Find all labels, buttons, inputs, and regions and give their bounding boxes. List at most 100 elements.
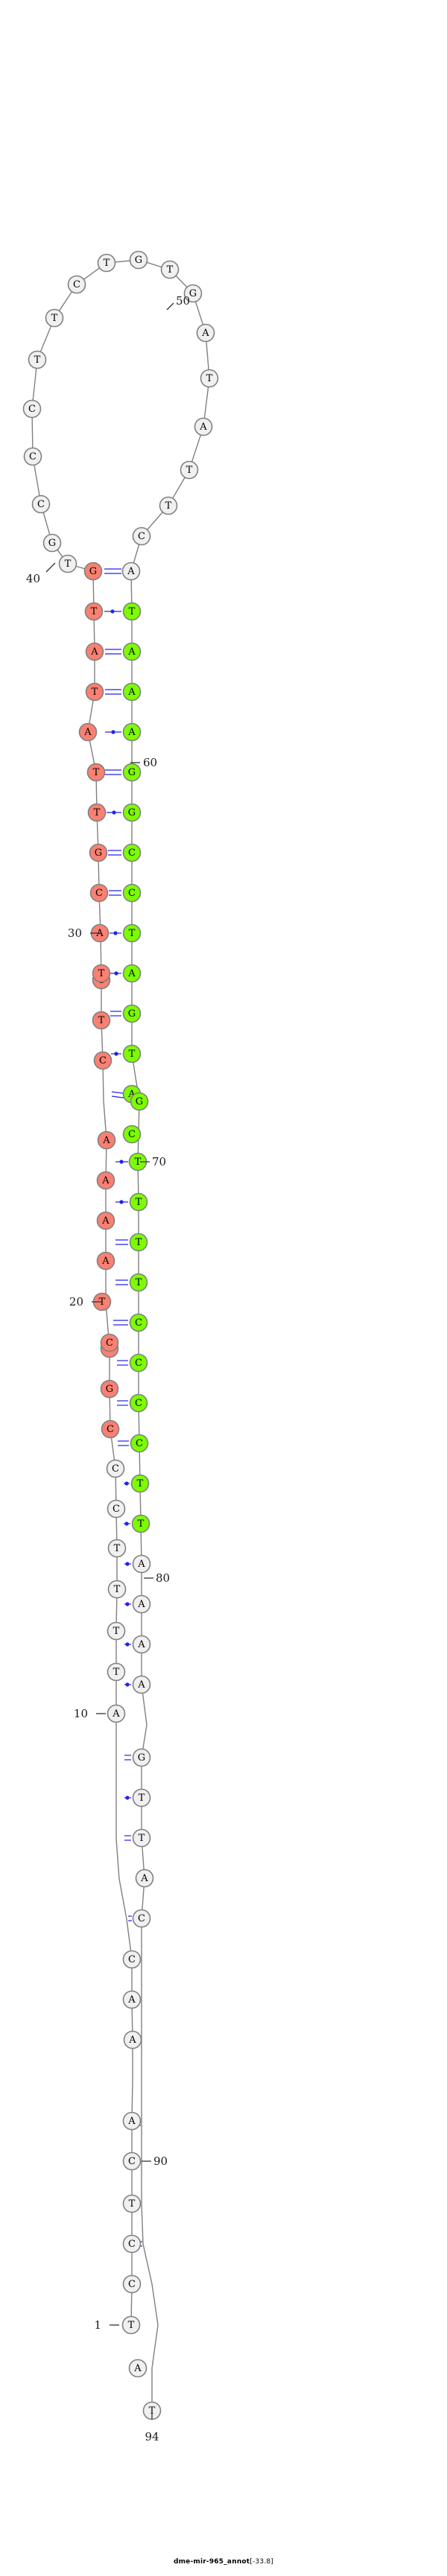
nucleotide-circle <box>122 2194 142 2213</box>
nucleotide-circle <box>130 1092 149 1111</box>
nucleotide-circle <box>87 803 107 822</box>
nucleotide-node: C <box>122 1125 142 1144</box>
nucleotide-circle <box>129 1353 148 1373</box>
nucleotide-circle <box>132 1635 151 1654</box>
nucleotide-circle <box>122 682 142 702</box>
caption-structure-name: dme-mir-965_annot <box>173 2558 250 2566</box>
nucleotide-node: A <box>96 1211 115 1230</box>
nucleotide-node: A <box>132 1594 151 1614</box>
nucleotide-node: C <box>22 399 42 419</box>
basepair <box>124 1481 130 1486</box>
nucleotide-circle <box>183 284 203 303</box>
nucleotide-node: A <box>78 722 98 742</box>
nucleotide-node: G <box>122 763 142 782</box>
nucleotide-node: G <box>122 1004 142 1023</box>
position-number: 1 <box>94 2318 101 2332</box>
nucleotide-circle <box>86 763 106 782</box>
basepair <box>105 769 121 775</box>
basepair <box>117 1400 128 1406</box>
nucleotide-circle <box>132 527 151 546</box>
nucleotide-node: C <box>122 2152 142 2171</box>
nucleotide-node: T <box>107 1621 126 1641</box>
nucleotide-node: T <box>200 369 219 388</box>
nucleotide-circle <box>196 323 215 343</box>
nucleotide-circle <box>96 1171 115 1190</box>
basepair <box>124 1682 131 1687</box>
nucleotide-node: A <box>122 2111 142 2131</box>
nucleotide-node: T <box>160 260 180 279</box>
nucleotide-circle <box>122 1044 142 1063</box>
nucleotide-circle <box>122 763 142 782</box>
basepair <box>104 609 121 614</box>
nucleotide-circle <box>121 2315 141 2335</box>
position-number: 10 <box>74 1707 88 1720</box>
nucleotide-node: T <box>131 1514 150 1533</box>
basepair <box>110 1011 121 1017</box>
nucleotide-circle <box>122 923 142 943</box>
basepair <box>124 1755 131 1761</box>
basepair <box>105 730 121 734</box>
nucleotide-circle <box>84 602 104 621</box>
nucleotide-circle <box>122 1004 142 1023</box>
position-number: 94 <box>145 2430 159 2443</box>
nucleotide-circle <box>85 642 104 661</box>
nucleotide-circle <box>107 1499 126 1518</box>
nucleotide-circle <box>78 722 98 742</box>
nucleotide-circle <box>42 533 62 553</box>
nucleotide-node: A <box>96 1251 115 1270</box>
position-label: 80 <box>144 1571 170 1585</box>
nucleotide-node: C <box>129 1353 148 1373</box>
basepair <box>124 1602 131 1606</box>
basepair <box>108 850 121 856</box>
basepair <box>110 931 121 935</box>
nucleotide-circle <box>96 1211 115 1230</box>
nucleotide-node: T <box>85 682 104 702</box>
nucleotide-circle <box>97 253 116 273</box>
basepair <box>104 568 121 574</box>
nucleotide-circle <box>89 883 109 903</box>
position-tick <box>166 302 174 311</box>
nucleotide-node: T <box>28 350 47 369</box>
nucleotide-circle <box>122 2234 142 2254</box>
nucleotide-node: A <box>128 2359 148 2378</box>
nucleotide-node: T <box>92 964 111 983</box>
nucleotide-node: C <box>93 1051 112 1070</box>
position-tick <box>45 562 56 573</box>
basepair <box>117 1360 128 1366</box>
nucleotide-node: T <box>107 1580 127 1599</box>
nucleotide-node: T <box>122 1044 142 1063</box>
basepair <box>128 1915 132 1921</box>
nucleotide-node: T <box>122 923 142 943</box>
nucleotide-circle <box>67 275 86 294</box>
nucleotide-node: A <box>121 562 141 581</box>
nucleotide-node: C <box>132 1909 151 1928</box>
nucleotide-circle <box>122 843 142 862</box>
nucleotide-circle <box>132 1675 151 1694</box>
basepair <box>115 1239 128 1245</box>
nucleotide-circle <box>122 602 142 621</box>
nucleotide-circle <box>132 1909 151 1928</box>
basepair <box>113 1320 128 1326</box>
nucleotide-node: G <box>122 803 142 822</box>
nucleotide-circle <box>122 2111 142 2131</box>
nucleotide-node: G <box>83 562 103 581</box>
nucleotide-circle <box>122 883 142 903</box>
position-number: 20 <box>69 1295 83 1308</box>
basepair <box>115 1200 128 1204</box>
position-number: 60 <box>143 756 157 769</box>
nucleotide-node: G <box>42 533 62 553</box>
nucleotide-circle <box>129 1313 148 1332</box>
nucleotide-circle <box>93 1051 112 1070</box>
nucleotide-circle <box>107 1621 126 1641</box>
nucleotide-node: T <box>92 1011 111 1030</box>
basepair <box>110 971 121 976</box>
nucleotide-node: A <box>122 722 142 742</box>
position-number: 50 <box>176 294 190 308</box>
nucleotide-node: T <box>130 1474 150 1493</box>
position-label: 90 <box>142 2154 168 2168</box>
nucleotide-node: C <box>122 883 142 903</box>
nucleotide-circle <box>132 1828 151 1848</box>
nucleotide-circle <box>180 460 199 480</box>
nucleotide-circle <box>89 843 108 862</box>
